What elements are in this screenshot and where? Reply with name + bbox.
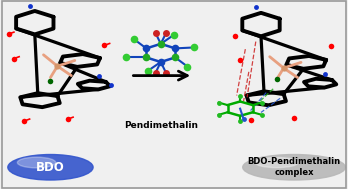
Ellipse shape: [17, 157, 56, 168]
Text: Pendimethalin: Pendimethalin: [124, 121, 198, 130]
Ellipse shape: [243, 155, 345, 180]
Ellipse shape: [8, 155, 93, 180]
Ellipse shape: [255, 157, 298, 168]
Text: BDO: BDO: [36, 161, 65, 174]
Text: BDO-Pendimethalin
complex: BDO-Pendimethalin complex: [247, 157, 341, 177]
